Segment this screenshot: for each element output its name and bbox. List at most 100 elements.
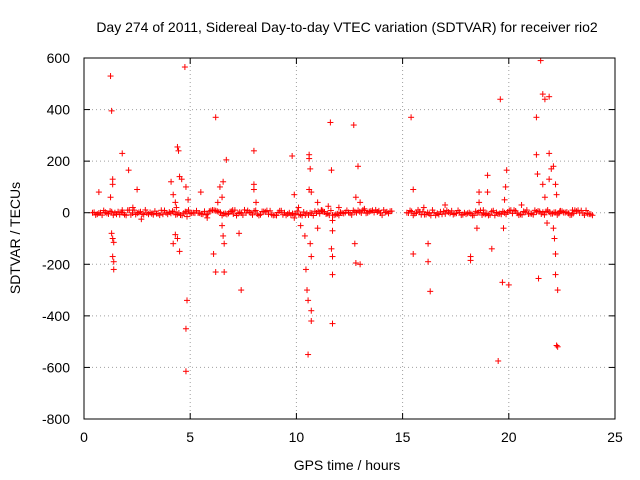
data-point xyxy=(220,178,227,185)
data-point xyxy=(110,239,117,246)
data-point xyxy=(184,297,191,304)
data-point xyxy=(170,240,177,247)
y-tick-label: 200 xyxy=(47,153,71,169)
data-point xyxy=(420,204,427,211)
data-point xyxy=(499,279,506,286)
data-point xyxy=(229,207,236,214)
data-point xyxy=(550,225,557,232)
x-tick-label: 10 xyxy=(289,429,305,445)
data-point xyxy=(250,181,257,188)
data-point xyxy=(388,208,395,215)
data-point xyxy=(220,232,227,239)
data-point xyxy=(250,186,257,193)
y-tick-label: -400 xyxy=(42,308,70,324)
data-point xyxy=(519,211,526,218)
data-point xyxy=(216,183,223,190)
data-point xyxy=(219,194,226,201)
data-point xyxy=(546,176,553,183)
data-point xyxy=(497,96,504,103)
data-point xyxy=(352,259,359,266)
data-point xyxy=(174,235,181,242)
data-point xyxy=(335,212,342,219)
data-point xyxy=(501,196,508,203)
data-point xyxy=(172,231,179,238)
data-point xyxy=(109,253,116,260)
data-point xyxy=(476,199,483,206)
data-point xyxy=(357,199,364,206)
data-point xyxy=(425,258,432,265)
near-zero-band xyxy=(89,206,596,219)
data-point xyxy=(257,211,264,218)
data-point xyxy=(523,207,530,214)
data-point xyxy=(325,203,332,210)
data-point xyxy=(484,189,491,196)
data-point xyxy=(182,325,189,332)
data-point xyxy=(541,96,548,103)
data-point xyxy=(217,209,224,216)
data-point xyxy=(329,217,336,224)
data-point xyxy=(239,212,246,219)
data-point xyxy=(554,343,561,350)
data-point xyxy=(305,297,312,304)
data-point xyxy=(289,152,296,159)
data-point xyxy=(518,201,525,208)
data-point xyxy=(267,207,274,214)
plot-area-frame xyxy=(83,57,616,420)
data-point xyxy=(467,257,474,264)
data-point xyxy=(185,207,192,214)
data-point xyxy=(291,191,298,198)
y-tick-label: -600 xyxy=(42,359,70,375)
data-point xyxy=(550,163,557,170)
data-point xyxy=(184,213,191,220)
data-point xyxy=(500,225,507,232)
data-point xyxy=(476,189,483,196)
data-point xyxy=(318,207,325,214)
data-point xyxy=(109,235,116,242)
data-point xyxy=(554,287,561,294)
data-point xyxy=(307,165,314,172)
data-point xyxy=(138,216,145,223)
data-point xyxy=(314,225,321,232)
data-point xyxy=(204,214,211,221)
data-point xyxy=(107,73,114,80)
data-point xyxy=(210,250,217,257)
data-point xyxy=(490,207,497,214)
data-point xyxy=(108,208,115,215)
data-point xyxy=(170,191,177,198)
data-point xyxy=(294,208,301,215)
y-tick-label: -800 xyxy=(42,411,70,427)
data-point xyxy=(570,210,577,217)
x-tick-label: 0 xyxy=(80,429,88,445)
data-point xyxy=(250,147,257,154)
y-tick-label: 0 xyxy=(62,205,70,221)
data-point xyxy=(533,151,540,158)
data-point xyxy=(533,114,540,121)
data-point xyxy=(583,207,590,214)
data-point xyxy=(552,250,559,257)
data-point xyxy=(314,199,321,206)
data-point xyxy=(410,186,417,193)
data-point xyxy=(297,222,304,229)
data-point xyxy=(505,281,512,288)
data-point xyxy=(553,342,560,349)
data-point xyxy=(448,207,455,214)
data-point xyxy=(301,232,308,239)
data-point xyxy=(354,163,361,170)
data-point xyxy=(110,266,117,273)
data-point xyxy=(168,178,175,185)
data-point xyxy=(197,189,204,196)
data-point xyxy=(581,212,588,219)
data-point xyxy=(236,230,243,237)
data-point xyxy=(221,240,228,247)
data-point xyxy=(556,208,563,215)
data-point xyxy=(534,171,541,178)
data-point xyxy=(175,147,182,154)
data-point xyxy=(539,181,546,188)
tick-labels: 0 5 10 15 20 25 -800 -600 -400 -200 0 200 400 600 xyxy=(42,50,623,445)
data-point xyxy=(535,275,542,282)
data-point xyxy=(502,183,509,190)
data-point xyxy=(249,211,256,218)
data-point xyxy=(300,209,307,216)
data-point xyxy=(546,150,553,157)
data-point xyxy=(212,269,219,276)
